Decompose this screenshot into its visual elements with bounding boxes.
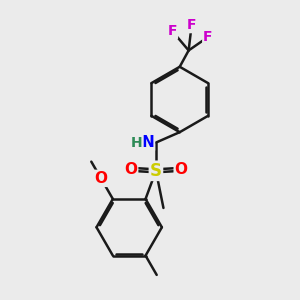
Text: O: O bbox=[175, 162, 188, 177]
Text: H: H bbox=[131, 136, 142, 150]
Text: F: F bbox=[187, 18, 196, 32]
Text: F: F bbox=[167, 24, 177, 38]
Text: O: O bbox=[124, 162, 137, 177]
Text: N: N bbox=[141, 135, 154, 150]
Text: O: O bbox=[94, 171, 107, 186]
Text: S: S bbox=[150, 162, 162, 180]
Text: F: F bbox=[203, 30, 213, 44]
